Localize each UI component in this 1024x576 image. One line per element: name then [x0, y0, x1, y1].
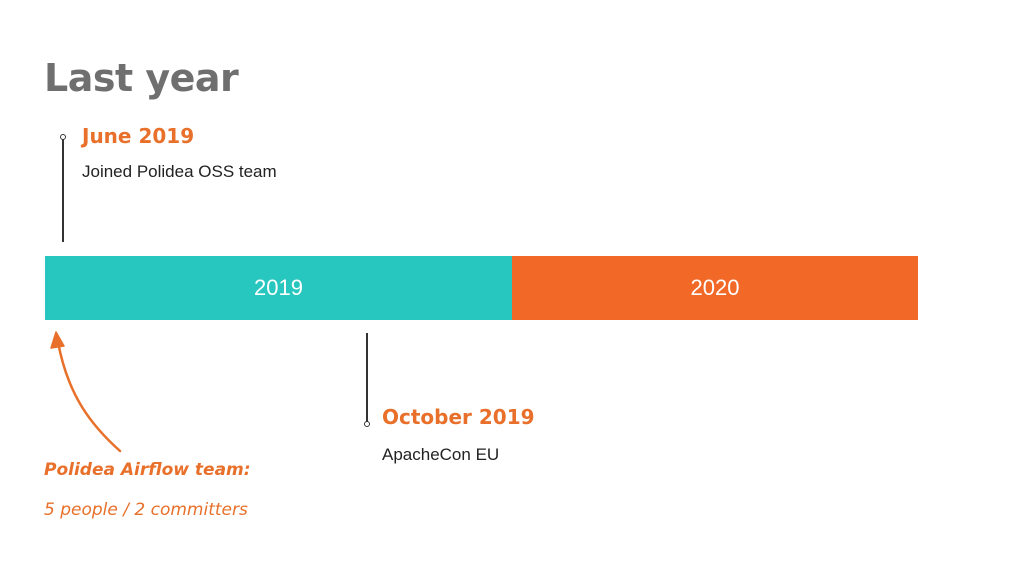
- timeline-segment-2019: 2019: [45, 256, 512, 320]
- slide-title: Last year: [44, 56, 239, 100]
- annotation-team-title: Polidea Airflow team:: [44, 460, 251, 480]
- june-marker-line: [62, 139, 64, 242]
- annotation-arrow-icon: [50, 331, 122, 453]
- event-desc-october: ApacheCon EU: [382, 445, 500, 464]
- event-desc-june: Joined Polidea OSS team: [82, 162, 277, 181]
- october-marker-dot: [364, 421, 370, 427]
- october-marker-line: [366, 333, 368, 422]
- timeline-segment-2020: 2020: [512, 256, 918, 320]
- annotation-team-detail: 5 people / 2 committers: [44, 500, 248, 520]
- segment-label-2019: 2019: [254, 275, 303, 300]
- event-date-june: June 2019: [82, 124, 195, 148]
- timeline-bar: 2019 2020: [45, 256, 918, 320]
- event-date-october: October 2019: [382, 405, 535, 429]
- segment-label-2020: 2020: [690, 275, 740, 300]
